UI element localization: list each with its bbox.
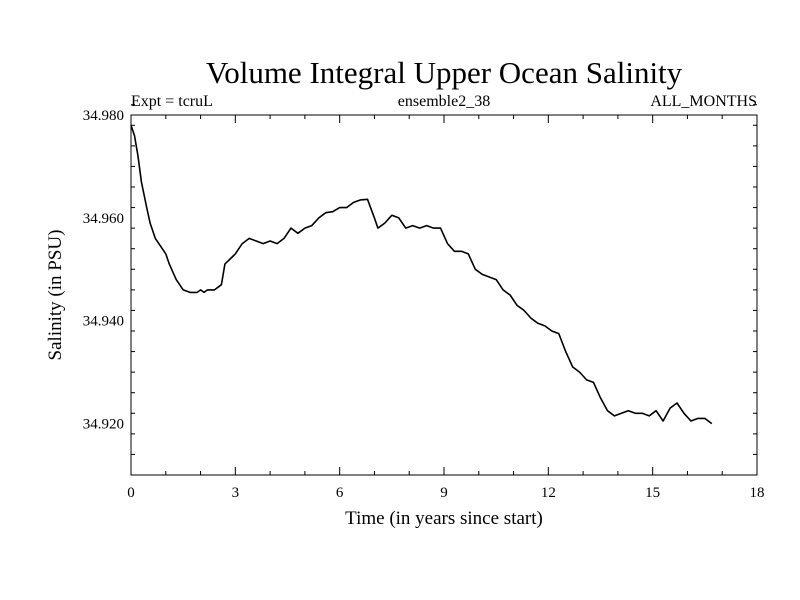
x-axis-label: Time (in years since start) (345, 508, 543, 529)
x-tick-label: 15 (645, 485, 660, 501)
y-tick-label: 34.960 (83, 211, 124, 227)
subtitle-right: ALL_MONTHS (650, 93, 757, 110)
subtitle-center: ensemble2_38 (398, 93, 490, 110)
x-tick-labels: 0 3 6 9 12 15 18 (127, 485, 764, 501)
x-tick-label: 3 (232, 485, 240, 501)
tick-marks (130, 104, 758, 476)
x-tick-label: 12 (541, 485, 556, 501)
x-tick-label: 18 (750, 485, 765, 501)
y-axis-label: Salinity (in PSU) (45, 230, 66, 361)
x-tick-label: 6 (336, 485, 344, 501)
chart-title: Volume Integral Upper Ocean Salinity (206, 55, 683, 90)
y-tick-label: 34.920 (83, 417, 124, 433)
subtitle-left: Expt = tcruL (131, 93, 213, 110)
y-tick-label: 34.940 (83, 314, 124, 330)
y-tick-labels: 34.920 34.940 34.960 34.980 (83, 108, 124, 433)
x-tick-label: 0 (127, 485, 135, 501)
x-tick-label: 9 (440, 485, 448, 501)
salinity-series-line (130, 125, 713, 425)
y-tick-label: 34.980 (83, 108, 124, 124)
